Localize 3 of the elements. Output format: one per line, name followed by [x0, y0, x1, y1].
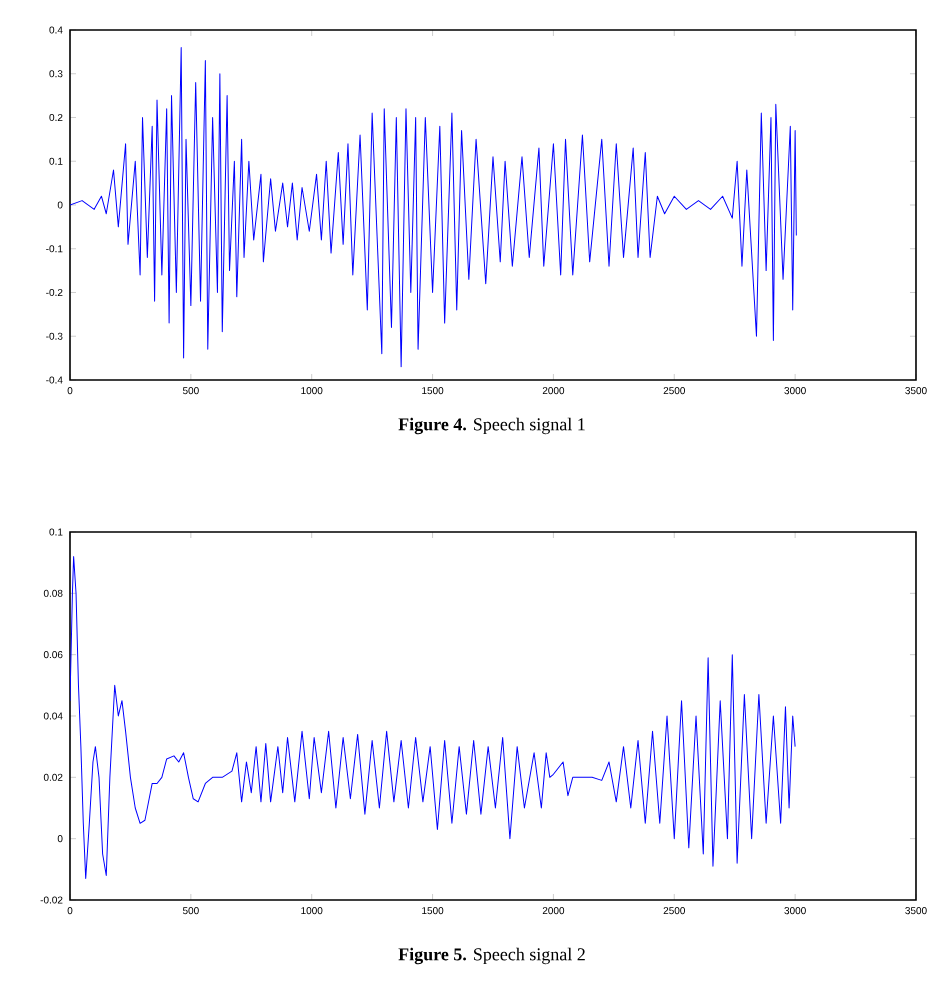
text: Figure 5. Speech signal 2 — [398, 947, 585, 965]
text: Figure 4. Speech signal 1 — [398, 417, 585, 435]
line-series — [70, 46, 797, 368]
